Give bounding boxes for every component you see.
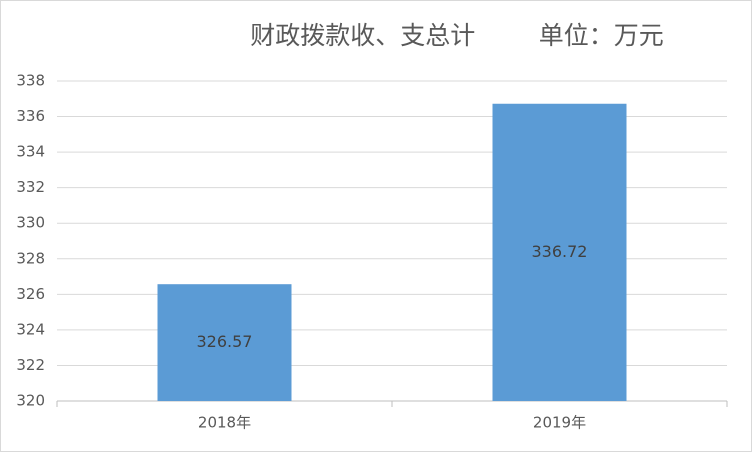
bar <box>157 284 292 401</box>
y-tick-label: 338 <box>16 72 45 90</box>
y-tick-label: 326 <box>16 285 45 303</box>
y-tick-label: 334 <box>16 143 45 161</box>
x-tick-label: 2018年 <box>198 414 251 432</box>
y-tick-label: 336 <box>16 107 45 125</box>
y-tick-label: 330 <box>16 214 45 232</box>
value-label: 336.72 <box>532 242 588 261</box>
bar <box>492 103 627 401</box>
y-tick-label: 332 <box>16 178 45 196</box>
y-tick-label: 320 <box>16 392 45 410</box>
y-tick-label: 322 <box>16 356 45 374</box>
y-tick-label: 328 <box>16 249 45 267</box>
value-label: 326.57 <box>197 332 253 351</box>
chart-title: 财政拨款收、支总计 单位：万元 <box>250 21 664 50</box>
y-tick-label: 324 <box>16 320 45 338</box>
x-tick-label: 2019年 <box>533 414 586 432</box>
